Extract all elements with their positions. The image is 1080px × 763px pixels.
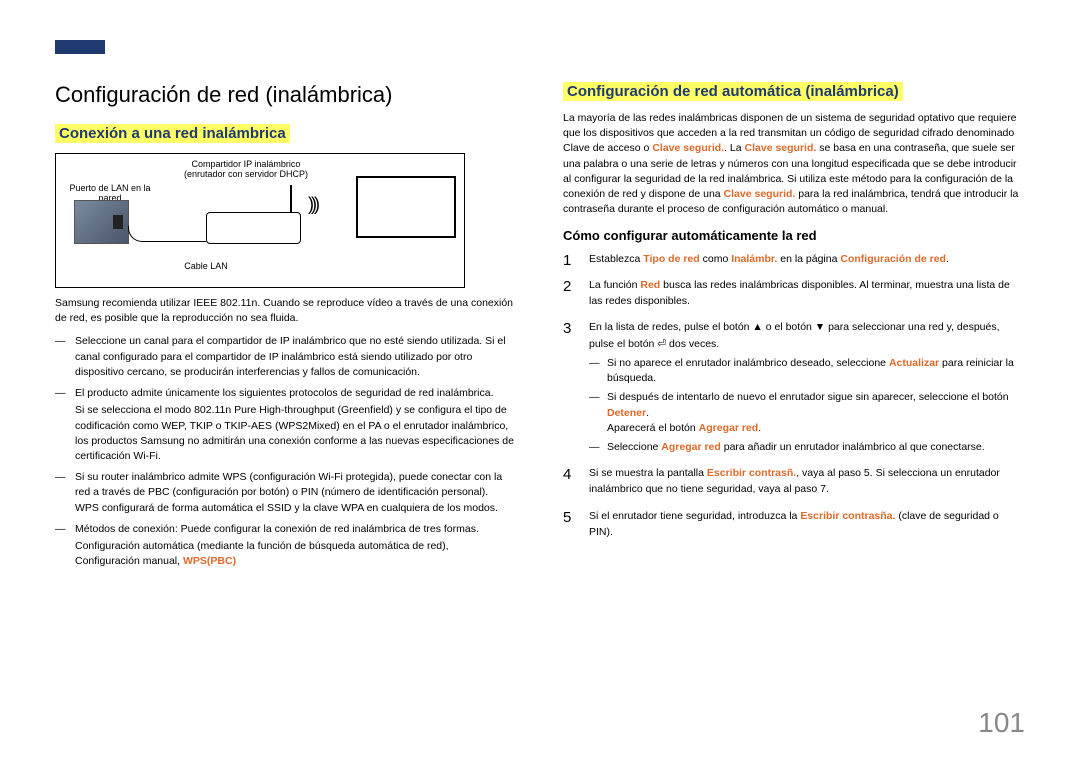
- page-number: 101: [978, 707, 1025, 739]
- diagram-router: [206, 212, 301, 244]
- right-subheading: Cómo configurar automáticamente la red: [563, 228, 1025, 243]
- step-3-notes: Si no aparece el enrutador inalámbrico d…: [589, 356, 1025, 455]
- network-diagram: Compartidor IP inalámbrico (enrutador co…: [55, 153, 465, 288]
- steps-list: Establezca Tipo de red como Inalámbr. en…: [563, 251, 1025, 541]
- section-heading-right: Configuración de red automática (inalámb…: [563, 82, 903, 101]
- accent-bar: [55, 40, 105, 54]
- left-bullet-2-sub: Si se selecciona el modo 802.11n Pure Hi…: [75, 403, 515, 464]
- left-bullet-2: El producto admite únicamente los siguie…: [55, 386, 515, 464]
- right-column: Configuración de red automática (inalámb…: [563, 82, 1025, 576]
- diagram-wifi-waves-icon: ))): [308, 194, 317, 215]
- step-3: En la lista de redes, pulse el botón ▲ o…: [563, 319, 1025, 455]
- step-2: La función Red busca las redes inalámbri…: [563, 277, 1025, 310]
- diagram-label-cable: Cable LAN: [171, 262, 241, 272]
- diagram-lan-port: [74, 200, 129, 244]
- diagram-label-router: Compartidor IP inalámbrico (enrutador co…: [166, 160, 326, 180]
- right-intro: La mayoría de las redes inalámbricas dis…: [563, 111, 1025, 218]
- step-3-note-1: Si no aparece el enrutador inalámbrico d…: [589, 356, 1025, 386]
- diagram-cable: [128, 226, 206, 242]
- step-4: Si se muestra la pantalla Escribir contr…: [563, 465, 1025, 498]
- page-title: Configuración de red (inalámbrica): [55, 82, 515, 108]
- left-bullet-1: Seleccione un canal para el compartidor …: [55, 334, 515, 380]
- left-bullet-3: Si su router inalámbrico admite WPS (con…: [55, 470, 515, 516]
- section-heading-left: Conexión a una red inalámbrica: [55, 124, 290, 143]
- step-3-note-2: Si después de intentarlo de nuevo el enr…: [589, 390, 1025, 436]
- left-column: Configuración de red (inalámbrica) Conex…: [55, 82, 515, 576]
- step-5: Si el enrutador tiene seguridad, introdu…: [563, 508, 1025, 541]
- left-caption: Samsung recomienda utilizar IEEE 802.11n…: [55, 296, 515, 326]
- left-bullet-4-sub: Configuración automática (mediante la fu…: [75, 539, 515, 569]
- step-1: Establezca Tipo de red como Inalámbr. en…: [563, 251, 1025, 267]
- step-3-note-3: Seleccione Agregar red para añadir un en…: [589, 440, 1025, 455]
- left-bullet-list: Seleccione un canal para el compartidor …: [55, 334, 515, 569]
- diagram-display-device: [356, 176, 456, 238]
- left-bullet-4: Métodos de conexión: Puede configurar la…: [55, 522, 515, 570]
